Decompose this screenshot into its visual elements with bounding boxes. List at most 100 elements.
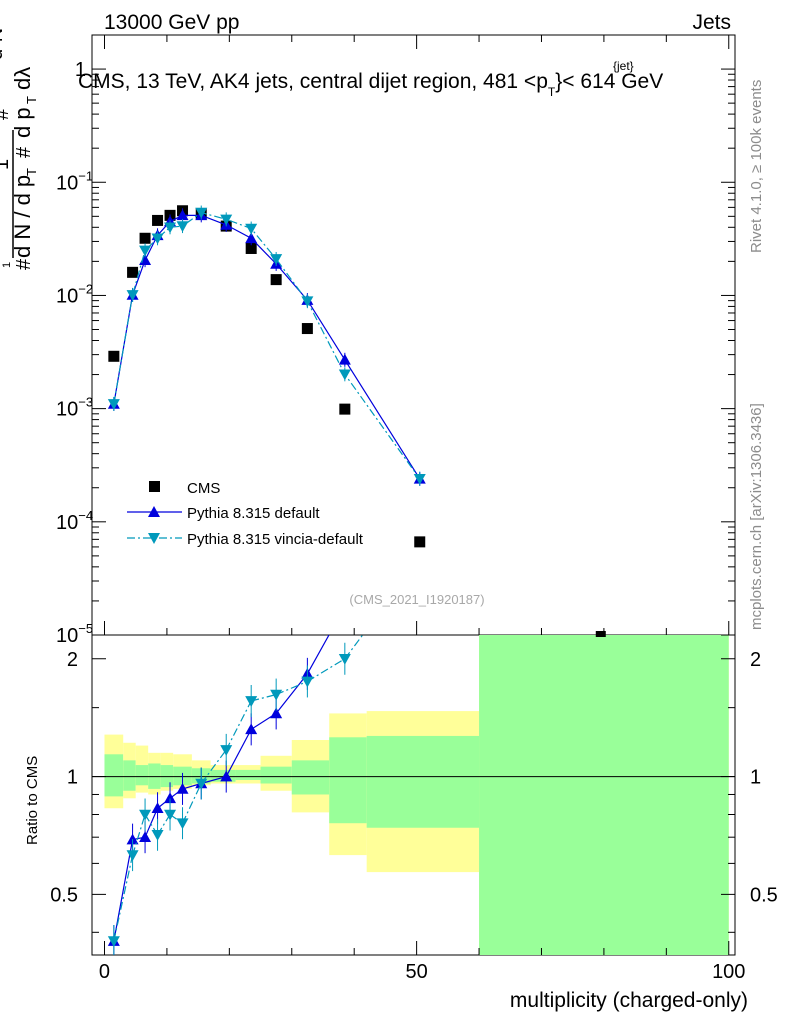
cms-data-point — [152, 214, 164, 226]
svg-text:d²N: d²N — [0, 28, 7, 60]
series-point-2 — [176, 221, 189, 233]
ratio-series — [107, 634, 364, 955]
energy-label: 13000 GeV pp — [104, 11, 239, 34]
ratio-point-2 — [270, 689, 283, 701]
ratio-point-1 — [270, 707, 283, 719]
lower-ytick-label-right: 2 — [750, 649, 761, 671]
x-axis-label: multiplicity (charged-only) — [510, 989, 748, 1012]
plot-title-superscript: {jet} — [613, 59, 634, 73]
legend-marker-pythia-vincia — [148, 533, 160, 544]
ratio-point-2 — [245, 696, 258, 707]
upper-ytick-label: 1 — [75, 59, 86, 81]
legend-marker-pythia-default — [148, 506, 160, 517]
svg-text:1: 1 — [1, 262, 13, 268]
upper-ytick-label: 10−5 — [56, 621, 93, 647]
series-point-2 — [245, 223, 258, 235]
ratio-point-2 — [164, 809, 177, 821]
ratio-band-inner-8 — [235, 769, 261, 780]
series-point-2 — [301, 296, 314, 308]
cms-data-point — [108, 350, 120, 362]
svg-text:d N / d p: d N / d p — [10, 175, 35, 258]
ratio-point-2 — [195, 778, 208, 790]
series-point-2 — [139, 245, 152, 257]
legend-label-pythia-default: Pythia 8.315 default — [187, 505, 320, 522]
ratio-band-inner-0 — [104, 754, 124, 797]
legend: CMS Pythia 8.315 default Pythia 8.315 vi… — [127, 480, 364, 548]
upper-ytick-label: 10−4 — [56, 508, 93, 534]
ratio-point-2 — [220, 745, 233, 756]
cms-data-point-edge — [595, 631, 606, 637]
ratio-bands — [92, 635, 735, 955]
cms-data-point — [414, 536, 426, 548]
ratio-point-2 — [151, 829, 164, 841]
lower-ytick-label: 1 — [67, 767, 78, 789]
svg-text:#: # — [13, 146, 35, 158]
ratio-point-1 — [220, 770, 233, 782]
series-point-1 — [176, 209, 189, 221]
xtick-label: 100 — [712, 961, 745, 983]
cms-data-point — [127, 266, 139, 278]
series-point-2 — [164, 222, 177, 234]
series-point-2 — [151, 233, 164, 245]
series-point-2 — [220, 214, 233, 226]
ratio-point-1 — [126, 833, 139, 845]
series-point-2 — [270, 254, 283, 265]
ratio-y-label: Ratio to CMS — [24, 756, 41, 845]
series-point-2 — [413, 473, 426, 485]
analysis-id: (CMS_2021_I1920187) — [349, 592, 484, 607]
legend-label-pythia-vincia: Pythia 8.315 vincia-default — [187, 531, 364, 548]
ratio-point-2 — [126, 850, 139, 862]
ratio-band-inner-11 — [329, 737, 367, 824]
ratio-point-2 — [301, 676, 314, 688]
lower-ytick-label-right: 0.5 — [750, 884, 778, 906]
cms-data-point — [270, 274, 282, 286]
rivet-label: Rivet 4.1.0, ≥ 100k events — [748, 80, 765, 253]
series-point-2 — [126, 290, 139, 301]
ratio-band-inner-2 — [135, 765, 149, 786]
ratio-point-1 — [151, 802, 164, 814]
svg-text:T: T — [24, 168, 39, 176]
ratio-plot-frame — [91, 634, 736, 956]
ratio-point-1 — [245, 723, 258, 735]
series-point-2 — [195, 207, 208, 219]
cms-data-point — [301, 323, 313, 335]
xtick-label: 0 — [99, 961, 110, 983]
series-line-2 — [113, 211, 421, 480]
ratio-line-2 — [113, 634, 364, 942]
legend-label-cms: CMS — [187, 480, 220, 497]
y-axis-label: # 1 d N / d p T 1 # d p T # dλ d²N — [0, 28, 39, 270]
ratio-line-1 — [113, 634, 330, 942]
lower-ytick-label: 2 — [67, 649, 78, 671]
lower-ytick-label-right: 1 — [750, 767, 761, 789]
series-point-1 — [245, 232, 258, 244]
series-line-1 — [113, 214, 421, 480]
upper-ytick-label: 10−1 — [56, 168, 93, 194]
ratio-point-2 — [139, 809, 152, 821]
ratio-band-inner-10 — [291, 760, 330, 795]
series-point-1 — [338, 353, 351, 365]
svg-text:1: 1 — [0, 159, 13, 170]
ratio-band-inner-13 — [479, 635, 729, 955]
ratio-band-inner-9 — [260, 766, 292, 784]
axis-ticks: 110−110−210−310−410−52 21 10.5 0.50 50 100 — [50, 34, 778, 983]
svg-text:#: # — [13, 258, 35, 270]
upper-ytick-label: 10−2 — [56, 281, 93, 307]
ratio-point-1 — [176, 782, 189, 794]
cms-data-point — [245, 242, 257, 254]
ratio-band-inner-12 — [366, 735, 480, 828]
upper-ytick-label: 10−3 — [56, 395, 93, 421]
xtick-label: 50 — [405, 961, 427, 983]
cms-data-point — [139, 232, 151, 244]
svg-text:d p: d p — [10, 107, 35, 138]
legend-marker-cms — [149, 481, 160, 492]
ratio-point-1 — [164, 792, 177, 804]
ratio-point-2 — [107, 936, 120, 948]
series-point-2 — [338, 369, 351, 381]
svg-text:dλ: dλ — [10, 67, 35, 90]
ratio-band-inner-1 — [123, 760, 136, 791]
upper-series — [107, 205, 606, 637]
series-point-2 — [107, 399, 120, 410]
cms-data-point — [339, 403, 351, 415]
ratio-band-inner-7 — [210, 769, 236, 782]
